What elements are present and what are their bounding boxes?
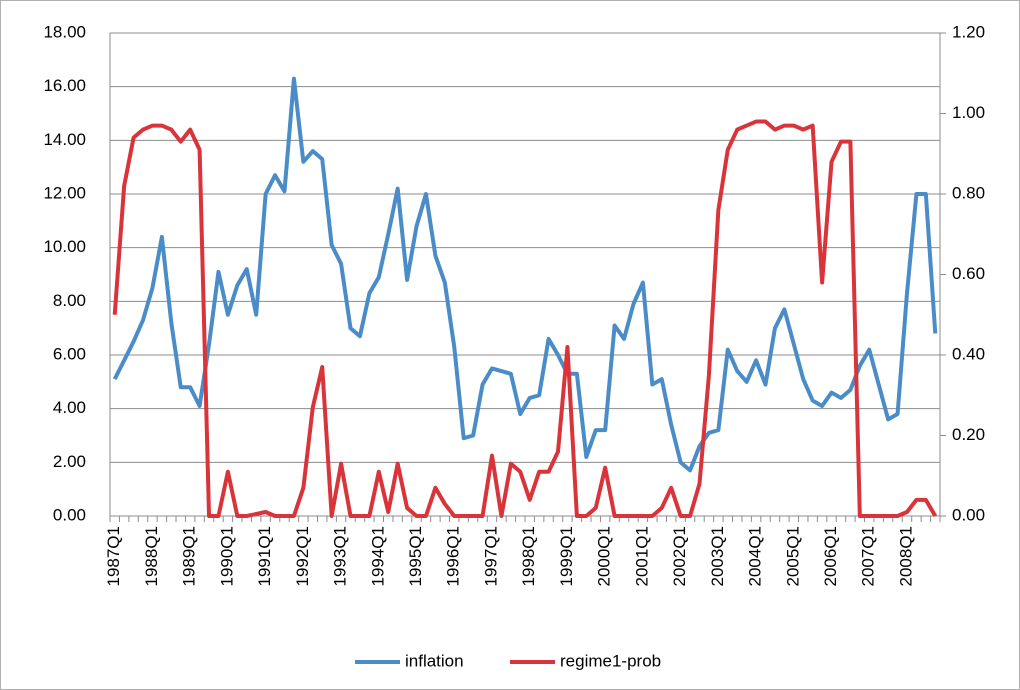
- y2-tick-label: 0.40: [952, 344, 985, 363]
- y-tick-label: 0.00: [53, 505, 86, 524]
- y-tick-label: 16.00: [43, 76, 86, 95]
- legend-label: inflation: [405, 651, 464, 670]
- x-tick-label: 1993Q1: [331, 526, 350, 587]
- x-tick-label: 1995Q1: [406, 526, 425, 587]
- x-tick-label: 1998Q1: [519, 526, 538, 587]
- x-tick-label: 1992Q1: [293, 526, 312, 587]
- series-line: [112, 76, 938, 473]
- x-tick-label: 1997Q1: [481, 526, 500, 587]
- x-tick-label: 2005Q1: [783, 526, 802, 587]
- y2-tick-label: 0.00: [952, 505, 985, 524]
- y-tick-label: 4.00: [53, 398, 86, 417]
- y-tick-label: 14.00: [43, 130, 86, 149]
- x-tick-label: 1991Q1: [255, 526, 274, 587]
- x-tick-label: 1990Q1: [217, 526, 236, 587]
- y-tick-label: 18.00: [43, 22, 86, 41]
- x-tick-label: 1999Q1: [557, 526, 576, 587]
- y2-tick-label: 0.80: [952, 183, 985, 202]
- x-tick-label: 1996Q1: [444, 526, 463, 587]
- x-tick-label: 2007Q1: [859, 526, 878, 587]
- y-tick-label: 10.00: [43, 237, 86, 256]
- x-tick-label: 2003Q1: [708, 526, 727, 587]
- y-tick-label: 2.00: [53, 452, 86, 471]
- x-tick-label: 1987Q1: [104, 526, 123, 587]
- x-tick-label: 2001Q1: [632, 526, 651, 587]
- y2-tick-label: 1.20: [952, 22, 985, 41]
- x-tick-label: 2006Q1: [821, 526, 840, 587]
- x-tick-label: 1994Q1: [368, 526, 387, 587]
- x-tick-label: 2008Q1: [896, 526, 915, 587]
- x-tick-label: 1989Q1: [180, 526, 199, 587]
- x-tick-label: 1988Q1: [142, 526, 161, 587]
- y2-tick-label: 1.00: [952, 103, 985, 122]
- x-tick-label: 2002Q1: [670, 526, 689, 587]
- series-line: [112, 119, 938, 518]
- y2-tick-label: 0.20: [952, 425, 985, 444]
- y-tick-label: 6.00: [53, 344, 86, 363]
- x-tick-label: 2004Q1: [746, 526, 765, 587]
- y-tick-label: 8.00: [53, 291, 86, 310]
- legend-label: regime1-prob: [560, 651, 661, 670]
- x-tick-label: 2000Q1: [595, 526, 614, 587]
- y2-tick-label: 0.60: [952, 264, 985, 283]
- y-tick-label: 12.00: [43, 183, 86, 202]
